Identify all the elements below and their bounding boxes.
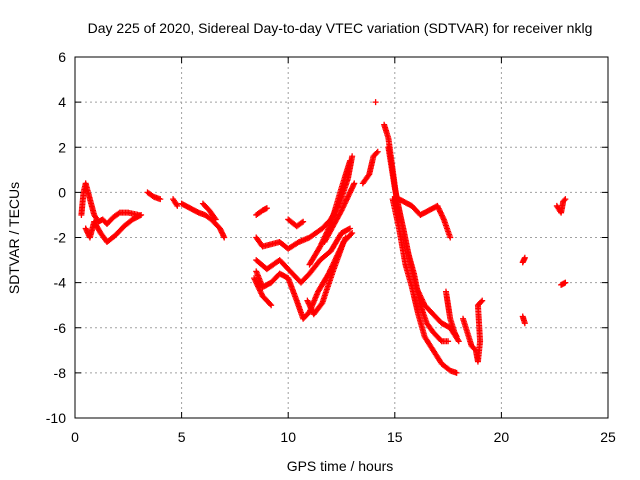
x-axis-label: GPS time / hours — [287, 458, 394, 474]
data-track — [199, 200, 219, 223]
y-tick-label: 2 — [58, 139, 66, 155]
x-tick-label: 10 — [280, 429, 296, 445]
data-point — [347, 225, 354, 232]
data-point — [479, 297, 486, 304]
data-point — [373, 149, 380, 156]
data-point — [478, 298, 485, 305]
data-point — [300, 218, 307, 225]
data-point — [212, 216, 219, 223]
data-point — [298, 219, 305, 226]
data-point — [348, 231, 355, 238]
data-point — [351, 180, 358, 187]
x-tick-label: 25 — [600, 429, 616, 445]
data-point — [561, 197, 568, 204]
data-track — [460, 297, 486, 365]
data-points — [78, 99, 569, 376]
data-point — [562, 196, 569, 203]
data-track — [178, 200, 228, 241]
data-track — [558, 279, 569, 288]
x-tick-label: 5 — [178, 429, 186, 445]
data-point — [445, 338, 452, 345]
y-axis-ticks: -10 -8 -6 -4 -2 0 2 4 6 — [46, 49, 608, 426]
data-track — [304, 229, 356, 318]
x-axis-ticks: 0 5 10 15 20 25 — [71, 57, 616, 445]
data-track — [372, 99, 379, 106]
data-point — [453, 369, 460, 376]
data-track — [391, 193, 454, 241]
data-point — [349, 229, 356, 236]
data-track — [385, 144, 452, 345]
data-track — [251, 275, 275, 309]
data-point — [372, 99, 379, 106]
data-point — [521, 320, 528, 327]
data-point — [349, 153, 356, 160]
y-tick-label: 6 — [58, 49, 66, 65]
data-track — [78, 180, 142, 227]
x-tick-label: 0 — [71, 429, 79, 445]
data-point — [455, 338, 462, 345]
data-point — [562, 279, 569, 286]
data-point — [138, 211, 145, 218]
data-point — [374, 148, 381, 155]
data-point — [115, 210, 122, 217]
y-axis-label: SDTVAR / TECUs — [6, 182, 22, 294]
y-tick-label: -2 — [54, 230, 67, 246]
y-tick-label: -10 — [46, 410, 66, 426]
x-tick-label: 20 — [494, 429, 510, 445]
data-track — [519, 313, 528, 327]
data-point — [157, 196, 164, 203]
data-point — [221, 234, 228, 241]
data-track — [359, 148, 381, 187]
y-tick-label: 4 — [58, 94, 66, 110]
data-point — [268, 302, 275, 309]
data-track — [144, 189, 164, 203]
data-track — [82, 211, 145, 246]
data-point — [267, 301, 274, 308]
data-track — [389, 196, 460, 376]
y-tick-label: -6 — [54, 320, 67, 336]
data-point — [437, 337, 444, 344]
data-track — [519, 254, 528, 266]
data-point — [174, 202, 181, 209]
data-track — [306, 157, 354, 268]
data-point — [347, 157, 354, 164]
y-tick-label: 0 — [58, 184, 66, 200]
data-point — [365, 172, 372, 179]
data-point — [447, 234, 454, 241]
x-tick-label: 15 — [387, 429, 403, 445]
data-point — [521, 254, 528, 261]
y-tick-label: -4 — [54, 275, 67, 291]
data-track — [553, 196, 569, 216]
data-point — [263, 205, 270, 212]
chart-title: Day 225 of 2020, Sidereal Day-to-day VTE… — [88, 20, 593, 36]
data-track — [253, 205, 270, 218]
data-track — [253, 225, 354, 286]
data-track — [170, 196, 181, 209]
y-tick-label: -8 — [54, 365, 67, 381]
data-point — [211, 215, 218, 222]
data-track — [442, 288, 460, 340]
data-point — [453, 333, 460, 340]
data-track — [285, 216, 307, 230]
